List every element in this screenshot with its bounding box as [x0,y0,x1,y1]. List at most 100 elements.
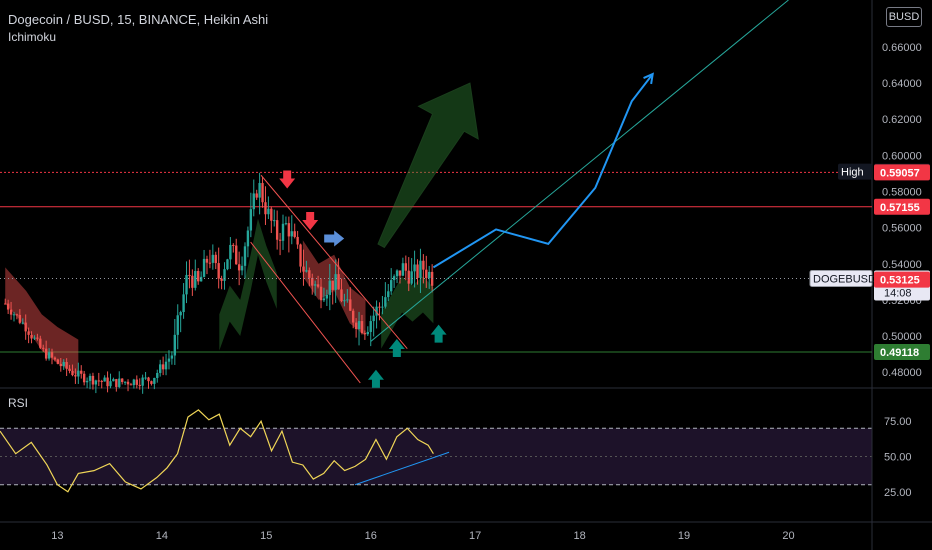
candle-body [118,378,121,387]
candle-body [305,270,308,272]
candle-body [354,322,358,330]
candle-body [296,236,299,245]
projection-path [432,73,654,269]
candle-body [249,209,253,231]
candle-body [144,377,147,379]
candle-body [6,303,10,310]
candle-body [343,300,346,302]
candle-body [194,271,197,288]
candle-body [322,298,326,301]
candle-body [214,254,217,264]
candle-body [138,384,141,386]
candle-body [59,363,62,367]
candle-body [369,321,372,332]
marker-arrow-down [279,170,296,189]
candle-body [237,264,241,271]
candle-body [15,314,19,316]
candle-body [334,274,337,290]
candle-body [425,269,428,278]
price-tag-prefix: High [841,167,864,179]
price-tag-prefix: DOGEBUSD [813,273,876,285]
candle-body [331,280,334,290]
candle-body [62,361,65,367]
candle-body [381,306,384,308]
candle-body [407,270,410,284]
candle-body [278,239,282,241]
candle-body [261,183,264,203]
candle-body [232,244,235,246]
candle-body [217,263,220,279]
candle-body [346,299,349,301]
candle-body [33,337,36,339]
candle-body [123,381,127,383]
trendline [250,241,361,384]
candle-body [275,220,279,240]
candle-body [185,274,188,295]
candle-body [395,270,399,277]
candle-body [179,312,182,316]
candle-body [112,379,115,382]
candle-body [258,183,261,198]
candle-body [252,193,255,210]
candle-body [170,355,174,359]
candle-body [173,334,177,356]
candle-body [229,244,232,260]
candle-body [188,274,191,276]
candle-body [378,306,381,308]
price-tag-value: 0.53125 [880,275,920,287]
candle-body [156,372,159,378]
candle-body [284,223,288,225]
candle-body [264,202,267,215]
big-target-arrow [377,82,479,249]
candle-body [401,263,405,276]
price-tag [874,343,930,360]
trendline [260,174,408,349]
price-tag [874,198,930,215]
candle-body [77,370,80,377]
time-axis-label: 15 [260,530,272,542]
marker-arrow-down [302,212,319,231]
candle-body [337,274,340,290]
candle-body [53,357,57,360]
candle-body [255,193,258,198]
candle-body [21,322,24,324]
price-tag [874,164,930,181]
candle-body [36,337,39,339]
time-axis-label: 13 [51,530,63,542]
price-axis-label: 0.58000 [882,187,922,199]
candle-body [97,380,100,382]
candle-body [419,260,422,278]
candle-body [240,265,244,271]
price-axis-label: 0.66000 [882,42,922,54]
rsi-axis-label: 50.00 [884,452,912,464]
candle-body [246,230,250,247]
candle-body [293,231,296,237]
candle-body [366,331,370,335]
candle-body [65,361,68,369]
candle-body [387,291,390,298]
marker-arrow-up [388,339,405,358]
candle-body [100,380,103,382]
candle-body [375,306,378,316]
time-axis-label: 18 [573,530,585,542]
candle-body [281,223,285,241]
time-axis-label: 20 [782,530,794,542]
currency-button[interactable]: BUSD [886,7,922,27]
candle-body [129,384,133,386]
candle-body [316,284,320,287]
price-axis-label: 0.48000 [882,367,922,379]
candle-body [290,231,293,237]
candle-body [197,271,200,282]
time-axis-label: 19 [678,530,690,542]
candle-body [311,277,314,286]
candle-body [191,275,194,288]
candle-body [12,314,16,316]
candle-body [410,271,413,284]
candle-body [208,262,212,264]
candle-body [273,220,276,222]
price-axis-label: 0.56000 [882,223,922,235]
candle-body [357,321,361,330]
candle-body [349,299,352,311]
marker-arrow-right [324,230,345,247]
